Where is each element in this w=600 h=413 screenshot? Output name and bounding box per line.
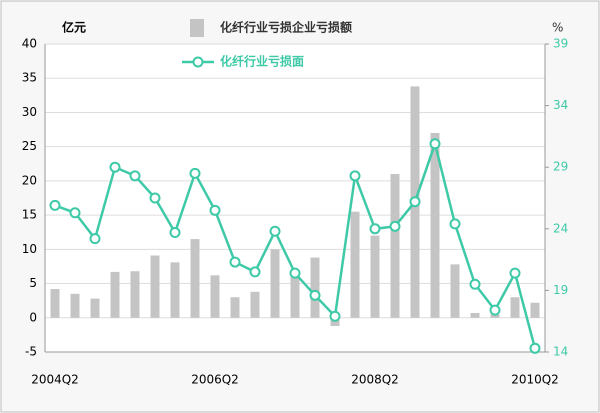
point — [249, 266, 261, 278]
bar — [230, 297, 240, 318]
x-tick-label: 2010Q2 — [511, 373, 559, 387]
point — [269, 225, 281, 237]
bar — [490, 314, 500, 318]
point — [449, 218, 461, 230]
bar — [170, 262, 180, 318]
y-tick-label: -5 — [25, 345, 37, 359]
point — [409, 196, 421, 208]
x-tick-label: 2008Q2 — [351, 373, 399, 387]
point — [329, 310, 341, 322]
bar — [290, 269, 300, 318]
bar — [370, 235, 380, 318]
bar — [250, 291, 260, 318]
bar — [270, 249, 280, 318]
point — [509, 267, 521, 279]
point — [429, 138, 441, 150]
bar — [50, 289, 60, 318]
y2-axis-label: % — [552, 21, 563, 35]
y2-tick-label: 29 — [553, 160, 568, 174]
point — [109, 161, 121, 173]
point — [89, 233, 101, 245]
y2-tick-label: 39 — [553, 37, 568, 51]
point — [129, 170, 141, 182]
point — [69, 207, 81, 219]
y2-tick-label: 19 — [553, 283, 568, 297]
point — [469, 278, 481, 290]
bar — [210, 275, 220, 318]
point — [389, 220, 401, 232]
point — [309, 289, 321, 301]
y-tick-label: 15 — [22, 208, 37, 222]
bar — [390, 174, 400, 318]
y2-tick-label: 34 — [553, 98, 568, 112]
point — [289, 267, 301, 279]
legend-swatch — [190, 19, 204, 37]
point — [489, 304, 501, 316]
bar — [330, 317, 340, 326]
point — [369, 223, 381, 235]
bar — [430, 132, 440, 318]
point — [149, 192, 161, 204]
legend-label: 化纤行业亏损企业亏损额 — [220, 20, 352, 35]
bar — [110, 271, 120, 318]
y-tick-label: 35 — [22, 71, 37, 85]
point — [49, 199, 61, 211]
y2-tick-label: 14 — [553, 345, 568, 359]
point — [349, 170, 361, 182]
point — [189, 167, 201, 179]
legend-label: 化纤行业亏损面 — [220, 54, 304, 69]
y-tick-label: 20 — [22, 173, 37, 187]
bar — [190, 239, 200, 318]
y-tick-label: 10 — [22, 242, 37, 256]
bar — [510, 297, 520, 318]
x-tick-label: 2004Q2 — [31, 373, 79, 387]
point — [529, 342, 541, 354]
y2-tick-label: 24 — [553, 221, 568, 235]
bar — [90, 298, 100, 318]
y-tick-label: 0 — [29, 310, 37, 324]
y-tick-label: 30 — [22, 105, 37, 119]
y-axis-label: 亿元 — [62, 20, 86, 35]
y-tick-label: 5 — [29, 276, 37, 290]
point — [169, 226, 181, 238]
bar — [470, 312, 480, 318]
bar — [450, 264, 460, 318]
bar — [130, 271, 140, 318]
y-tick-label: 40 — [22, 37, 37, 51]
bar — [350, 211, 360, 318]
point — [229, 256, 241, 268]
bar — [530, 302, 540, 318]
bar — [150, 255, 160, 318]
bar — [70, 293, 80, 318]
point — [209, 204, 221, 216]
x-tick-label: 2006Q2 — [191, 373, 239, 387]
legend-swatch — [192, 56, 204, 68]
y-tick-label: 25 — [22, 139, 37, 153]
bar — [310, 257, 320, 318]
